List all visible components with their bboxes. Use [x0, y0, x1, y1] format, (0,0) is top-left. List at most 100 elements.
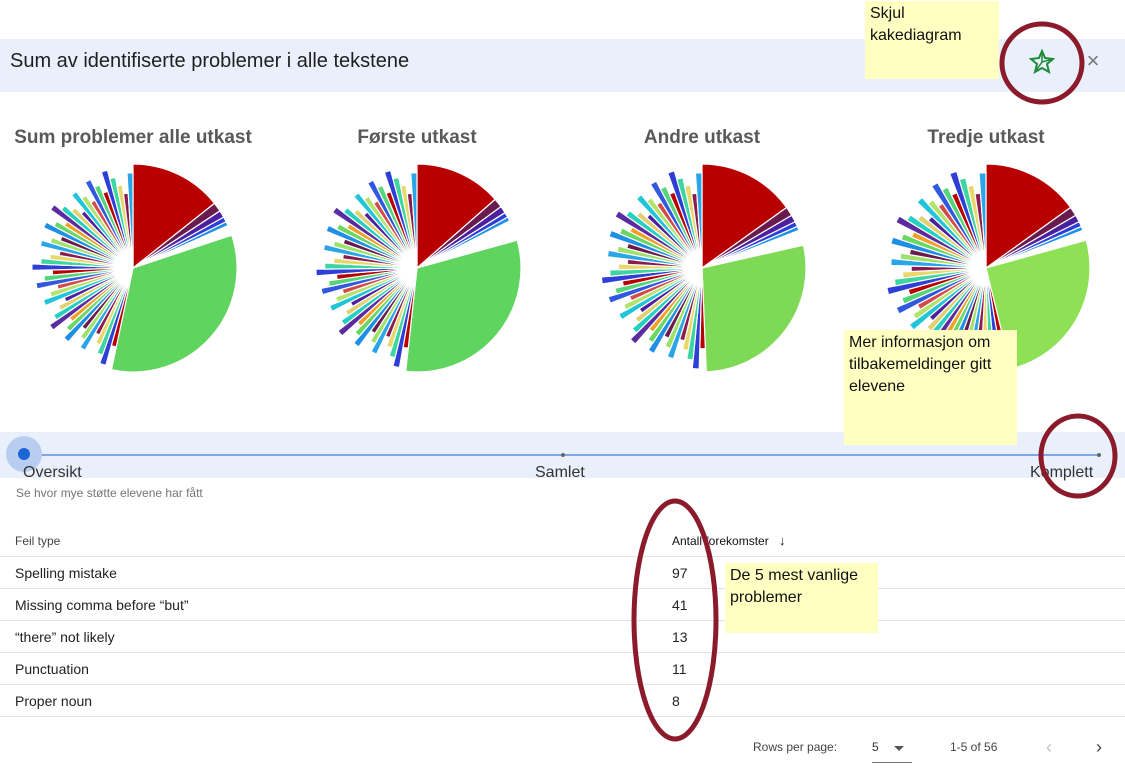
pie-slice [126, 172, 134, 269]
pie-slice [635, 210, 703, 269]
pie-slice [901, 267, 987, 279]
pie-slice [352, 267, 418, 348]
pie-slice [893, 267, 987, 287]
cell-count: 97 [672, 565, 688, 581]
cell-type: “there” not likely [15, 629, 115, 645]
pie-slice [634, 267, 703, 324]
cell-type: Proper noun [15, 693, 93, 709]
pie-slice [614, 267, 703, 295]
pie-slice [376, 184, 418, 269]
pie-slice [320, 267, 418, 296]
pie-slice [609, 267, 703, 277]
pie-slice [340, 267, 418, 327]
slider-subtitle: Se hvor mye støtte elevene har fått [16, 486, 203, 500]
step-label-komplett[interactable]: Komplett [1030, 464, 1094, 481]
pie-slice [405, 239, 522, 373]
pie-slice [911, 267, 987, 321]
pie-slice [80, 194, 134, 269]
pie-slice [948, 170, 987, 269]
cell-type: Missing comma before “but” [15, 597, 189, 613]
column-header-type[interactable]: Feil type [15, 534, 61, 548]
pie-slice [366, 179, 418, 269]
pie-slice [70, 190, 134, 269]
pie-slice [84, 178, 134, 269]
slider-tick-komplett[interactable] [1097, 453, 1101, 457]
column-header-count[interactable]: Antall forekomster [672, 534, 769, 548]
annotation-note-hide-pie: Skjul kakediagram [865, 1, 999, 79]
cell-type: Spelling mistake [15, 565, 117, 581]
pie-slice [354, 267, 418, 338]
pie-slice [327, 267, 418, 288]
table-row[interactable]: Missing comma before “but” 41 [0, 589, 1125, 621]
slider-tick-samlet[interactable] [561, 453, 565, 457]
pie-slice [416, 163, 496, 270]
pie-slice [895, 267, 987, 315]
pie-slice [352, 208, 418, 269]
pie-slice [399, 184, 418, 269]
chart-title-sum: Sum problemer alle utkast [14, 127, 252, 148]
step-label-oversikt[interactable]: Oversikt [23, 464, 82, 481]
pie-slice [927, 198, 987, 269]
pie-slice [35, 267, 134, 290]
close-button[interactable]: × [1086, 48, 1100, 73]
pie-slice [363, 195, 418, 269]
table-row[interactable]: “there” not likely 13 [0, 621, 1125, 653]
prev-page-button[interactable]: ‹ [1046, 737, 1052, 757]
page-title: Sum av identifiserte problemer i alle te… [10, 50, 410, 72]
cell-count: 8 [672, 693, 680, 709]
pie-slice [344, 267, 418, 317]
cell-count: 13 [672, 629, 688, 645]
pie-slice [701, 244, 807, 373]
pie-slice [42, 267, 134, 307]
table-row[interactable]: Proper noun 8 [0, 685, 1125, 717]
pie-slice [694, 172, 703, 269]
pie-slice [132, 163, 216, 270]
pie-slice [416, 216, 511, 269]
pie-slice [916, 196, 987, 269]
pie-slice [49, 267, 134, 298]
pie-slice [334, 267, 418, 304]
slider-handle-dot[interactable] [18, 448, 30, 460]
rows-per-page-value: 5 [872, 740, 879, 754]
table-header-row: Feil type Antall forekomster ↓ [0, 524, 1125, 557]
pie-slice [635, 193, 703, 269]
pie-chart-icon[interactable] [1029, 49, 1055, 75]
pie-slice [631, 267, 703, 334]
pie-slice [645, 196, 703, 269]
pie-chart-sum [31, 163, 238, 373]
pie-slice [666, 170, 703, 269]
pie-slice [985, 163, 1072, 270]
rows-per-page-select[interactable]: 5 [872, 738, 912, 763]
problems-table: Feil type Antall forekomster ↓ Spelling … [0, 524, 1125, 717]
annotation-note-top-five: De 5 mest vanlige problemer [725, 563, 878, 633]
pie-slice [392, 176, 418, 269]
pie-slice [48, 267, 134, 331]
pie-slice [315, 267, 418, 277]
caret-down-icon [894, 746, 904, 751]
pie-slice [43, 267, 134, 283]
step-label-samlet[interactable]: Samlet [535, 464, 585, 481]
pie-slice [342, 206, 418, 269]
pie-chart-second-draft [600, 163, 807, 373]
pie-slice [966, 184, 987, 269]
pie-slice [410, 172, 418, 269]
pie-slice [941, 186, 987, 269]
pie-slice [617, 267, 703, 321]
pie-slice [607, 267, 703, 304]
cell-count: 11 [672, 661, 687, 677]
table-row[interactable]: Punctuation 11 [0, 653, 1125, 685]
pie-slice [701, 163, 788, 270]
pie-slice [62, 267, 134, 343]
next-page-button[interactable]: › [1096, 737, 1102, 757]
annotation-note-more-info: Mer informasjon om tilbakemeldinger gitt… [844, 330, 1017, 445]
cell-type: Punctuation [15, 661, 89, 677]
table-row[interactable]: Spelling mistake 97 [0, 557, 1125, 589]
pie-slice [622, 267, 703, 311]
arrow-down-icon[interactable]: ↓ [779, 533, 786, 548]
pagination-range: 1-5 of 56 [950, 740, 998, 754]
pie-slice [70, 206, 134, 269]
pie-slice [52, 267, 134, 321]
pie-slice [132, 220, 229, 269]
pie-slice [659, 185, 703, 269]
chart-title-first-draft: Første utkast [357, 127, 477, 148]
